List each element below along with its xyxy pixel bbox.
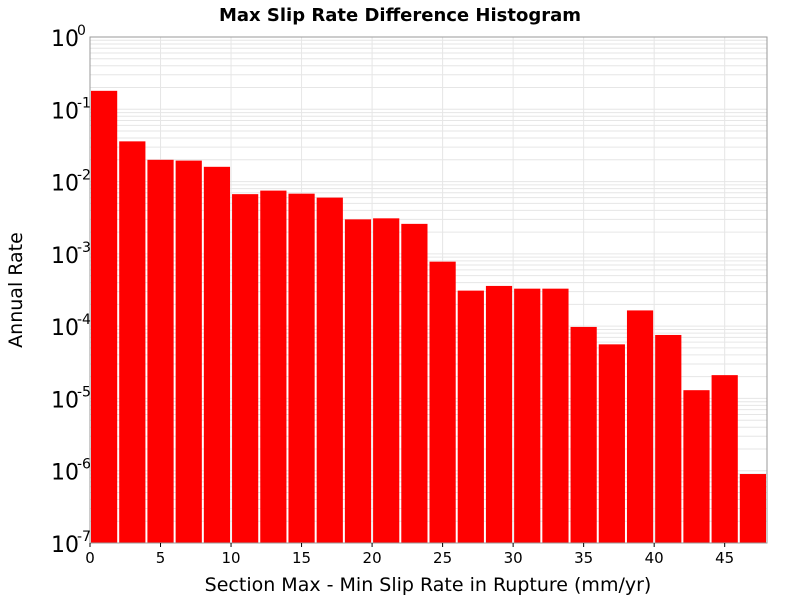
- grid: [89, 37, 767, 544]
- y-tick-exponent: -2: [77, 168, 91, 184]
- x-tick-label: 40: [645, 549, 664, 567]
- y-tick-exponent: -6: [77, 457, 91, 473]
- y-tick-label: 10-3: [51, 240, 91, 269]
- histogram-bar: [232, 194, 259, 543]
- y-tick-exponent: -7: [77, 529, 91, 545]
- y-tick-base: 10: [51, 533, 79, 558]
- y-axis-label: Annual Rate: [5, 232, 27, 348]
- y-tick-label: 10-6: [51, 457, 91, 486]
- x-tick-label: 10: [221, 549, 240, 567]
- y-tick-exponent: -3: [77, 240, 91, 256]
- histogram-bar: [514, 288, 541, 543]
- plot-frame: [89, 36, 768, 544]
- y-tick-base: 10: [51, 244, 79, 269]
- histogram-bar: [316, 197, 343, 544]
- histogram-bar: [175, 160, 202, 543]
- x-tick-label: 35: [574, 549, 593, 567]
- histogram-bar: [542, 288, 569, 543]
- histogram-bar: [570, 326, 597, 543]
- y-tick-label: 10-4: [51, 312, 91, 341]
- x-tick-labels: 0 5 10 15 20 25 30 35 40 45: [85, 549, 734, 567]
- axis-ticks: [89, 543, 726, 547]
- x-tick-label: 5: [156, 549, 166, 567]
- y-tick-exponent: -5: [77, 384, 91, 400]
- histogram-bar: [683, 390, 710, 543]
- x-axis-label: Section Max - Min Slip Rate in Rupture (…: [205, 574, 652, 596]
- chart-title: Max Slip Rate Difference Histogram: [219, 5, 581, 26]
- histogram-bar: [626, 310, 654, 543]
- x-tick-label: 30: [504, 549, 523, 567]
- histogram-bar: [429, 261, 456, 543]
- x-tick-label: 20: [363, 549, 382, 567]
- y-tick-base: 10: [51, 388, 79, 413]
- y-tick-exponent: -4: [77, 312, 91, 328]
- histogram-bar: [739, 474, 766, 543]
- y-tick-exponent: 0: [77, 23, 86, 39]
- y-tick-base: 10: [51, 172, 79, 197]
- x-tick-label: 25: [433, 549, 452, 567]
- histogram-bar: [598, 344, 625, 543]
- bars: [91, 90, 766, 544]
- histogram-bar: [147, 159, 174, 543]
- histogram-bar: [457, 290, 484, 543]
- x-tick-label: 0: [85, 549, 95, 567]
- y-tick-base: 10: [51, 316, 79, 341]
- y-tick-base: 10: [51, 99, 79, 124]
- y-tick-exponent: -1: [77, 95, 91, 111]
- y-tick-base: 10: [51, 461, 79, 486]
- y-tick-label: 100: [51, 23, 86, 52]
- histogram-bar: [288, 193, 315, 543]
- y-tick-base: 10: [51, 27, 79, 52]
- y-tick-label: 10-7: [51, 529, 91, 558]
- y-tick-label: 10-2: [51, 168, 91, 197]
- histogram-bar: [260, 190, 287, 543]
- histogram-bar: [485, 285, 513, 543]
- histogram-bar: [344, 219, 372, 543]
- histogram-bar: [373, 218, 400, 543]
- histogram-bar: [119, 141, 146, 543]
- histogram-bar: [91, 90, 118, 543]
- histogram-bar: [401, 223, 428, 543]
- histogram-bar: [655, 334, 682, 543]
- histogram-bar: [711, 375, 738, 543]
- x-tick-label: 15: [292, 549, 311, 567]
- histogram-bar: [203, 166, 231, 543]
- y-tick-label: 10-1: [51, 95, 91, 124]
- y-tick-label: 10-5: [51, 384, 91, 413]
- x-tick-label: 45: [715, 549, 734, 567]
